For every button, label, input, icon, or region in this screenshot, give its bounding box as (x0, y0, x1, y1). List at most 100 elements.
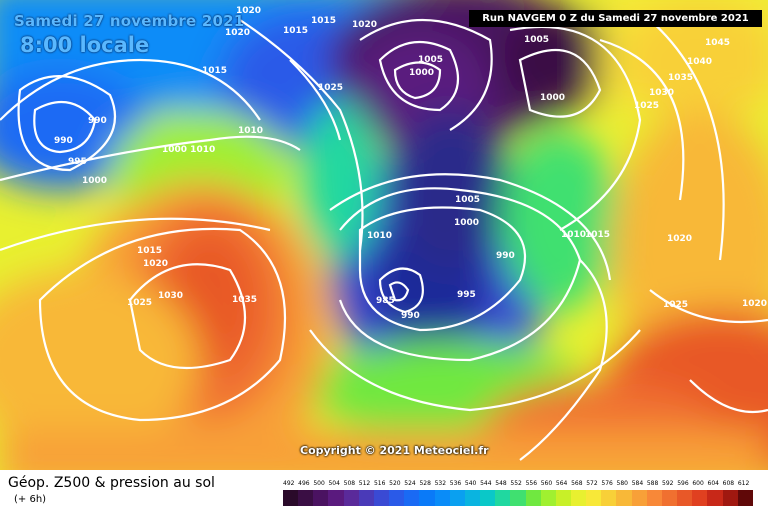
scale-swatch (722, 490, 738, 506)
scale-label: 532 (434, 480, 447, 487)
scale-label: 576 (601, 480, 613, 487)
isobar-label: 990 (496, 251, 515, 261)
isobar-label: 1005 (524, 35, 549, 45)
scale-swatch (525, 490, 541, 506)
scale-label: 548 (495, 480, 507, 487)
isobar-label: 1015 (202, 66, 227, 76)
scale-label: 560 (540, 480, 553, 487)
isobar-label: 1020 (667, 234, 692, 244)
scale-label: 512 (358, 480, 371, 487)
isobar-label: 1025 (318, 83, 343, 93)
copyright-text: Copyright © 2021 Meteociel.fr (300, 444, 489, 457)
scale-label: 600 (692, 480, 704, 487)
scale-swatch (586, 490, 602, 506)
scale-swatch (677, 490, 693, 506)
scale-swatch (661, 490, 678, 506)
scale-label: 596 (677, 480, 689, 487)
isobar-label: 1030 (158, 291, 183, 301)
scale-swatch (464, 490, 481, 506)
scale-label: 592 (662, 480, 674, 487)
scale-label: 516 (373, 480, 386, 487)
isobar-label: 1025 (634, 101, 659, 111)
isobar-label: 995 (68, 157, 87, 167)
scale-label: 536 (449, 480, 462, 487)
scale-swatch (646, 490, 662, 506)
isobar-label: 1000 (409, 68, 434, 78)
isobar-label: 1000 (82, 176, 107, 186)
isobar-labels: 1020 1015 1020 1015 1020 1015 1025 1005 … (54, 6, 767, 321)
isobar-label: 1000 (540, 93, 565, 103)
scale-label: 556 (525, 480, 538, 487)
scale-swatch (283, 490, 299, 506)
scale-label: 608 (722, 480, 735, 487)
isobar-label: 1015 (137, 246, 162, 256)
scale-label: 584 (631, 480, 644, 487)
isobar-label: 990 (401, 311, 420, 321)
isobar-label: 1020 (143, 259, 168, 269)
isobar-label: 1035 (668, 73, 693, 83)
isobar-label: 1010 (238, 126, 263, 136)
isobar-label: 985 (376, 296, 395, 306)
scale-swatch (389, 490, 405, 506)
scale-label: 568 (571, 480, 583, 487)
isobar-label: 1035 (232, 295, 257, 305)
isobar-label: 1015 (585, 230, 610, 240)
color-scale-labels: 492 496 500 504 508 512 516 520 524 528 532 536 540 5… (283, 480, 753, 488)
isobar-label: 1015 (283, 26, 308, 36)
color-scale-bar (283, 490, 753, 506)
scale-label: 552 (510, 480, 522, 487)
scale-label: 540 (464, 480, 477, 487)
isobar-label: 1030 (649, 88, 674, 98)
legend-subtitle: (+ 6h) (14, 494, 47, 505)
isobar-label: 995 (457, 290, 476, 300)
isobar-label: 1025 (127, 298, 152, 308)
isobar-label: 990 (54, 136, 73, 146)
isobar-label: 990 (88, 116, 107, 126)
scale-label: 520 (389, 480, 401, 487)
scale-label: 544 (480, 480, 492, 487)
isobar-label: 1000 (454, 218, 479, 228)
scale-swatch (616, 490, 632, 506)
isobar-label: 1005 (455, 195, 480, 205)
scale-label: 524 (404, 480, 416, 487)
scale-swatch (419, 490, 435, 506)
scale-swatch (570, 490, 587, 506)
scale-swatch (343, 490, 359, 506)
scale-swatch (540, 490, 556, 506)
scale-label: 612 (737, 480, 750, 487)
scale-swatch (495, 490, 511, 506)
isobar-label: 1020 (742, 299, 767, 309)
scale-swatch (480, 490, 496, 506)
scale-swatch (328, 490, 344, 506)
isobar-label: 1020 (236, 6, 261, 16)
scale-label: 504 (328, 480, 340, 487)
isobar-label: 1025 (663, 300, 688, 310)
scale-label: 572 (586, 480, 598, 487)
isobar-label: 1015 (311, 16, 336, 26)
scale-label: 508 (343, 480, 356, 487)
scale-swatch (631, 490, 647, 506)
scale-swatch (313, 490, 329, 506)
isobar-label: 1010 (367, 231, 392, 241)
scale-label: 492 (283, 480, 295, 487)
scale-swatch (737, 490, 753, 506)
run-info: Run NAVGEM 0 Z du Samedi 27 novembre 202… (469, 10, 762, 27)
scale-swatch (404, 490, 420, 506)
forecast-time: 8:00 locale (20, 33, 150, 57)
weather-map: 1020 1015 1020 1015 1020 1015 1025 1005 … (0, 0, 768, 470)
isobar-label: 1020 (352, 20, 377, 30)
scale-label: 528 (419, 480, 431, 487)
scale-label: 500 (313, 480, 325, 487)
scale-label: 604 (707, 480, 719, 487)
scale-swatch (298, 490, 314, 506)
scale-label: 496 (298, 480, 310, 487)
isobar-lines (0, 19, 768, 461)
scale-label: 580 (616, 480, 628, 487)
scale-swatch (434, 490, 450, 506)
scale-swatch (373, 490, 390, 506)
forecast-date: Samedi 27 novembre 2021 (14, 12, 245, 30)
scale-swatch (510, 490, 526, 506)
scale-swatch (358, 490, 374, 506)
isobar-label: 1040 (687, 57, 712, 67)
scale-label: 588 (646, 480, 659, 487)
